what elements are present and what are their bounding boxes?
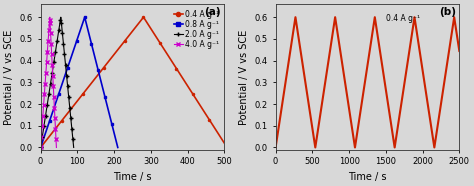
2.0 A g⁻¹ bbox=[58, 16, 64, 18]
0.8 A g⁻¹ bbox=[82, 16, 88, 18]
2.0 A g⁻¹ bbox=[61, 43, 66, 45]
0.4 A g⁻¹ bbox=[144, 21, 150, 23]
0.4 A g⁻¹ bbox=[78, 96, 83, 98]
0.4 A g⁻¹ bbox=[157, 42, 163, 44]
4.0 A g⁻¹ bbox=[42, 85, 48, 87]
4.0 A g⁻¹ bbox=[38, 146, 44, 149]
Text: (b): (b) bbox=[438, 7, 456, 17]
0.8 A g⁻¹ bbox=[110, 128, 116, 130]
2.0 A g⁻¹ bbox=[46, 96, 51, 98]
0.8 A g⁻¹ bbox=[115, 146, 120, 149]
0.4 A g⁻¹ bbox=[210, 124, 216, 126]
0.8 A g⁻¹ bbox=[89, 43, 94, 45]
4.0 A g⁻¹ bbox=[53, 136, 59, 138]
4.0 A g⁻¹ bbox=[47, 21, 53, 24]
Y-axis label: Potential / V vs SCE: Potential / V vs SCE bbox=[4, 29, 14, 125]
2.0 A g⁻¹ bbox=[70, 136, 75, 138]
Line: 2.0 A g⁻¹: 2.0 A g⁻¹ bbox=[38, 15, 76, 150]
Y-axis label: Potential / V vs SCE: Potential / V vs SCE bbox=[239, 29, 249, 125]
2.0 A g⁻¹ bbox=[38, 146, 44, 149]
Line: 0.8 A g⁻¹: 0.8 A g⁻¹ bbox=[39, 16, 119, 148]
0.8 A g⁻¹ bbox=[38, 146, 44, 149]
0.8 A g⁻¹ bbox=[112, 136, 118, 138]
0.8 A g⁻¹ bbox=[83, 21, 89, 24]
X-axis label: Time / s: Time / s bbox=[113, 172, 152, 182]
4.0 A g⁻¹ bbox=[48, 43, 54, 45]
Legend: 0.4 A g⁻¹, 0.8 A g⁻¹, 2.0 A g⁻¹, 4.0 A g⁻¹: 0.4 A g⁻¹, 0.8 A g⁻¹, 2.0 A g⁻¹, 4.0 A g… bbox=[172, 8, 220, 50]
Line: 0.4 A g⁻¹: 0.4 A g⁻¹ bbox=[39, 16, 225, 148]
4.0 A g⁻¹ bbox=[54, 146, 59, 149]
Text: (a): (a) bbox=[204, 7, 221, 17]
2.0 A g⁻¹ bbox=[47, 85, 53, 87]
Line: 4.0 A g⁻¹: 4.0 A g⁻¹ bbox=[38, 15, 58, 150]
Text: 0.4 A g⁻¹: 0.4 A g⁻¹ bbox=[386, 14, 420, 23]
4.0 A g⁻¹ bbox=[41, 96, 47, 98]
2.0 A g⁻¹ bbox=[71, 146, 76, 149]
2.0 A g⁻¹ bbox=[58, 21, 64, 24]
0.4 A g⁻¹ bbox=[141, 16, 146, 18]
0.8 A g⁻¹ bbox=[58, 85, 64, 87]
0.4 A g⁻¹ bbox=[215, 132, 220, 134]
2.0 A g⁻¹ bbox=[69, 128, 75, 130]
0.4 A g⁻¹ bbox=[221, 142, 227, 144]
4.0 A g⁻¹ bbox=[53, 128, 58, 130]
X-axis label: Time / s: Time / s bbox=[348, 172, 387, 182]
4.0 A g⁻¹ bbox=[47, 16, 53, 18]
0.8 A g⁻¹ bbox=[55, 96, 61, 98]
0.4 A g⁻¹ bbox=[38, 146, 44, 149]
0.4 A g⁻¹ bbox=[86, 85, 92, 87]
